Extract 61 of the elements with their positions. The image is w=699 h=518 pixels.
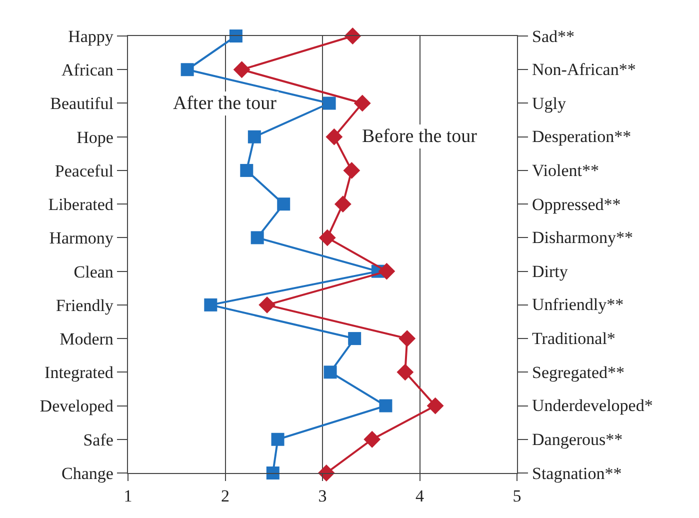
y-tick-label: Beautiful — [50, 94, 114, 114]
y-tick-label: Peaceful — [54, 161, 114, 180]
point — [344, 28, 362, 44]
point — [229, 30, 242, 42]
point — [378, 262, 396, 280]
y2-tick-label: Non-African** — [532, 60, 636, 79]
point — [324, 366, 337, 379]
y2-tick-label: Underdeveloped* — [532, 396, 653, 415]
y2-tick-label: Segregated** — [532, 363, 625, 382]
y-tick-label: Integrated — [44, 363, 114, 382]
x-tick-label: 4 — [416, 486, 424, 506]
point — [326, 128, 343, 146]
y2-tick-label: Disharmony** — [532, 228, 634, 247]
y2-tick-label: Dangerous** — [532, 430, 623, 449]
y-tick-label: Developed — [40, 396, 114, 416]
point — [354, 94, 371, 112]
point — [396, 364, 414, 381]
y-tick-label: Hope — [76, 128, 114, 147]
y-tick-label: Happy — [68, 26, 114, 46]
point — [258, 296, 276, 314]
point — [180, 63, 194, 76]
point — [398, 330, 416, 347]
point — [233, 61, 250, 78]
y2-tick-label: Stagnation** — [532, 464, 622, 483]
y2-tick-label: Unfriendly** — [532, 295, 624, 314]
y2-tick-label: Dirty — [532, 262, 568, 281]
point — [348, 332, 362, 346]
y2-tick-label: Desperation** — [532, 127, 632, 146]
y2-tick-label: Traditional* — [532, 329, 616, 348]
series-label: After the tour — [173, 93, 278, 114]
y-tick-label: Harmony — [49, 228, 114, 248]
y-tick-label: Friendly — [56, 296, 114, 315]
x-tick-label: 5 — [512, 486, 522, 506]
point — [250, 231, 264, 244]
y-tick-label: Liberated — [48, 195, 114, 214]
y-tick-label: African — [62, 60, 114, 80]
y2-tick-label: Sad** — [532, 27, 574, 46]
y2-tick-label: Oppressed** — [532, 195, 621, 214]
point — [266, 466, 280, 480]
x-tick-label: 3 — [318, 486, 327, 506]
point — [334, 196, 352, 213]
y-tick-label: Modern — [60, 329, 114, 348]
series-label: Before the tour — [362, 126, 478, 147]
point — [248, 130, 261, 144]
point — [277, 198, 290, 211]
point — [379, 399, 392, 412]
point — [343, 162, 360, 179]
point — [322, 96, 336, 110]
point — [240, 164, 254, 177]
y-tick-label: Change — [62, 464, 114, 483]
point — [426, 397, 444, 414]
point — [271, 432, 284, 446]
point — [364, 430, 381, 448]
point — [318, 229, 336, 246]
point — [204, 298, 218, 312]
y2-tick-label: Ugly — [532, 94, 566, 113]
x-tick-label: 1 — [124, 486, 132, 506]
y-tick-label: Clean — [74, 262, 114, 282]
y2-tick-label: Violent** — [532, 161, 599, 180]
x-tick-label: 2 — [221, 486, 230, 506]
y-tick-label: Safe — [83, 430, 114, 450]
